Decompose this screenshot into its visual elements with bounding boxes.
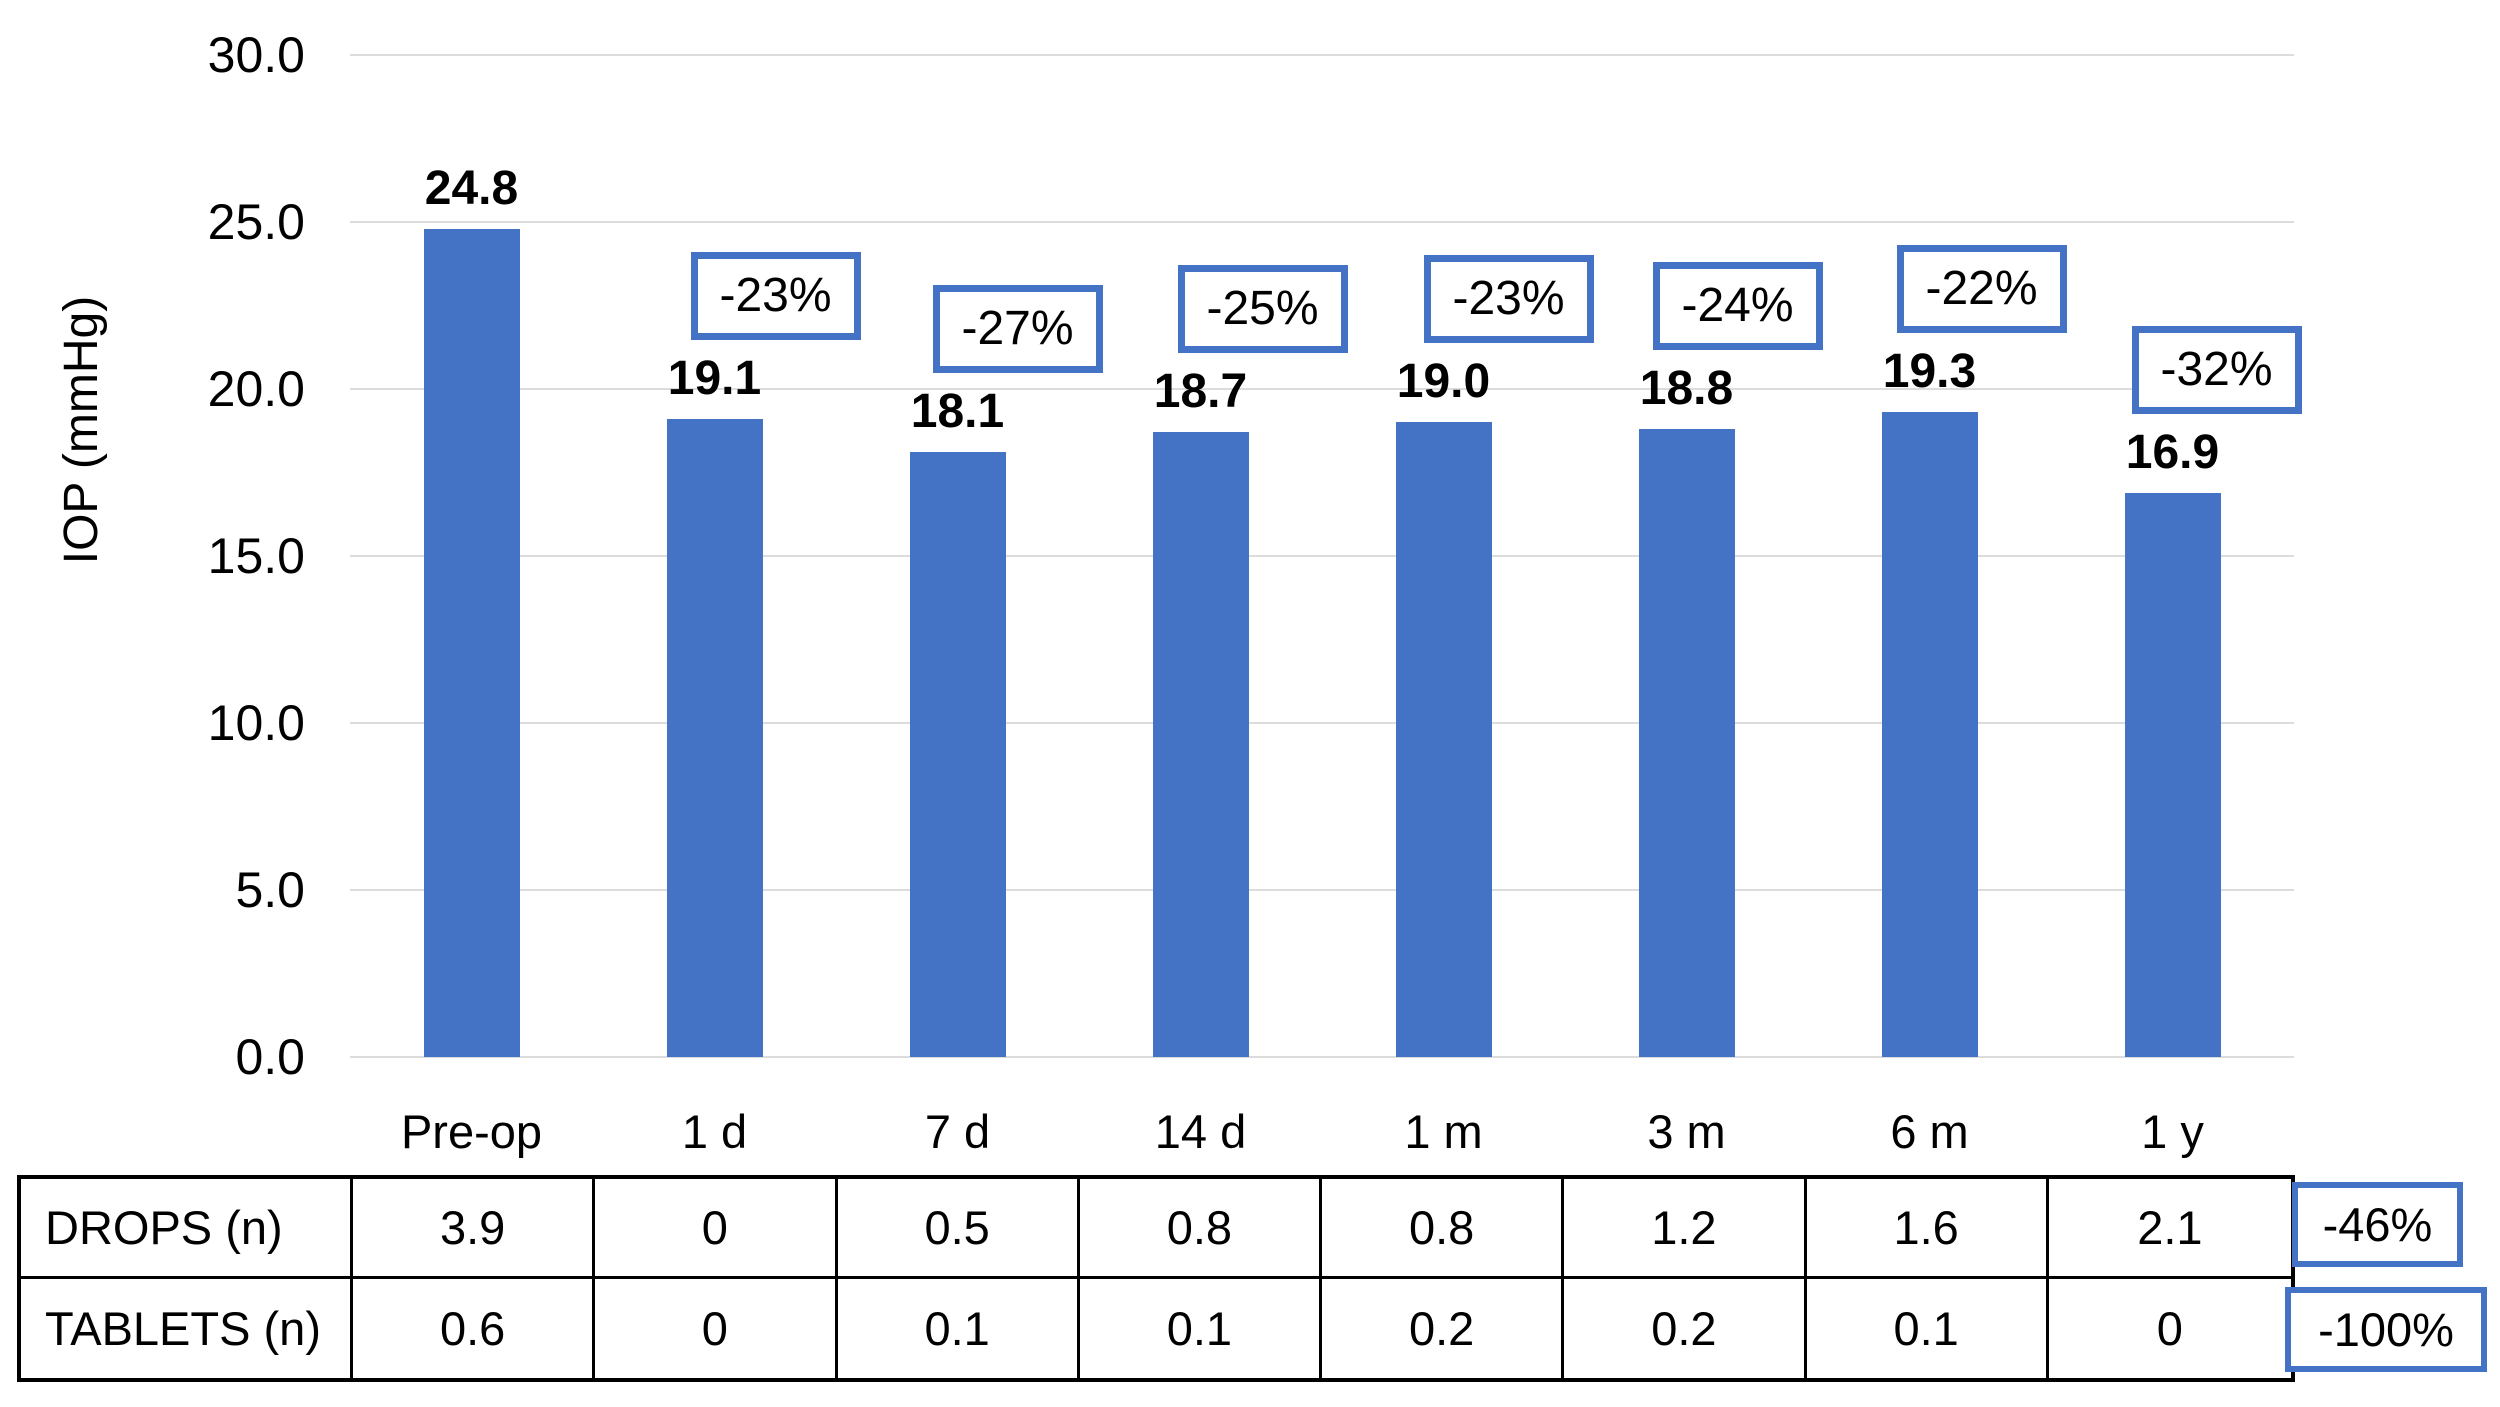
y-tick-label: 20.0: [207, 361, 305, 417]
overall-change-box: -46%: [2292, 1182, 2463, 1267]
x-axis-label: Pre-op: [400, 1105, 543, 1158]
table-cell: 2.1: [2048, 1179, 2291, 1279]
gridline: [350, 388, 2294, 390]
bar: [1638, 429, 1735, 1057]
table-row-label: DROPS (n): [21, 1179, 353, 1279]
bar: [1395, 422, 1492, 1057]
percent-change-callout: -24%: [1652, 262, 1823, 351]
x-axis-label: 3 m: [1647, 1105, 1726, 1158]
gridline: [350, 54, 2294, 56]
bar-value-label: 16.9: [2125, 425, 2220, 479]
table-cell: 0.5: [837, 1179, 1080, 1279]
gridline: [350, 555, 2294, 557]
bar-value-label: 18.1: [910, 385, 1005, 439]
table-cell: 0.1: [1807, 1278, 2049, 1378]
gridline: [350, 722, 2294, 724]
y-tick-label: 5.0: [235, 862, 305, 918]
y-tick-label: 25.0: [207, 194, 305, 250]
bar-value-label: 19.0: [1396, 355, 1491, 409]
table-cell: 0: [595, 1179, 838, 1279]
bar-value-label: 18.7: [1153, 365, 1248, 419]
y-tick-label: 10.0: [207, 695, 305, 751]
table-row-label: TABLETS (n): [21, 1278, 353, 1378]
table-cell: 0.1: [1080, 1278, 1322, 1378]
y-tick-label: 30.0: [207, 27, 305, 83]
bar: [666, 419, 763, 1057]
table-cell: 0: [595, 1278, 838, 1378]
table-cell: 1.6: [1806, 1179, 2049, 1279]
percent-change-callout: -25%: [1177, 265, 1348, 354]
percent-change-callout: -27%: [932, 285, 1103, 374]
bar: [1881, 412, 1978, 1057]
y-axis-title: IOP (mmHg): [55, 295, 108, 565]
x-axis-label: 1 y: [2141, 1105, 2204, 1158]
bar: [423, 228, 520, 1057]
overall-change-box: -100%: [2285, 1287, 2487, 1372]
bar-value-label: 19.1: [667, 352, 762, 406]
table-cell: 0.1: [838, 1278, 1080, 1378]
bar: [2124, 492, 2221, 1057]
x-axis-label: 1 m: [1404, 1105, 1483, 1158]
y-tick-label: 0.0: [235, 1029, 305, 1085]
x-axis-label: 7 d: [924, 1105, 991, 1158]
bar-value-label: 19.3: [1882, 345, 1977, 399]
bar: [909, 452, 1006, 1057]
percent-change-callout: -23%: [690, 252, 861, 341]
table-cell: 3.9: [353, 1179, 596, 1279]
x-axis-label: 14 d: [1154, 1105, 1247, 1158]
table-cell: 1.2: [1564, 1179, 1807, 1279]
x-axis-label: 6 m: [1890, 1105, 1969, 1158]
percent-change-callout: -32%: [2131, 325, 2302, 414]
bar-value-label: 24.8: [424, 161, 519, 215]
percent-change-callout: -23%: [1423, 255, 1594, 344]
percent-change-callout: -22%: [1896, 245, 2067, 334]
gridline: [350, 221, 2294, 223]
gridline: [350, 889, 2294, 891]
medication-table: DROPS (n) 3.9 0 0.5 0.8 0.8 1.2 1.6 2.1 TABLETS (…: [17, 1175, 2295, 1382]
gridline: [350, 1056, 2294, 1058]
table-cell: 0.8: [1322, 1179, 1565, 1279]
bar: [1152, 432, 1249, 1057]
table-cell: 0.2: [1564, 1278, 1807, 1378]
y-tick-label: 15.0: [207, 528, 305, 584]
table-cell: 0: [2156, 1301, 2183, 1355]
table-cell: 0.8: [1079, 1179, 1322, 1279]
x-axis-label: 1 d: [681, 1105, 748, 1158]
table-cell: 0.6: [353, 1278, 596, 1378]
bar-value-label: 18.8: [1639, 362, 1734, 416]
table-cell: 0.2: [1322, 1278, 1565, 1378]
